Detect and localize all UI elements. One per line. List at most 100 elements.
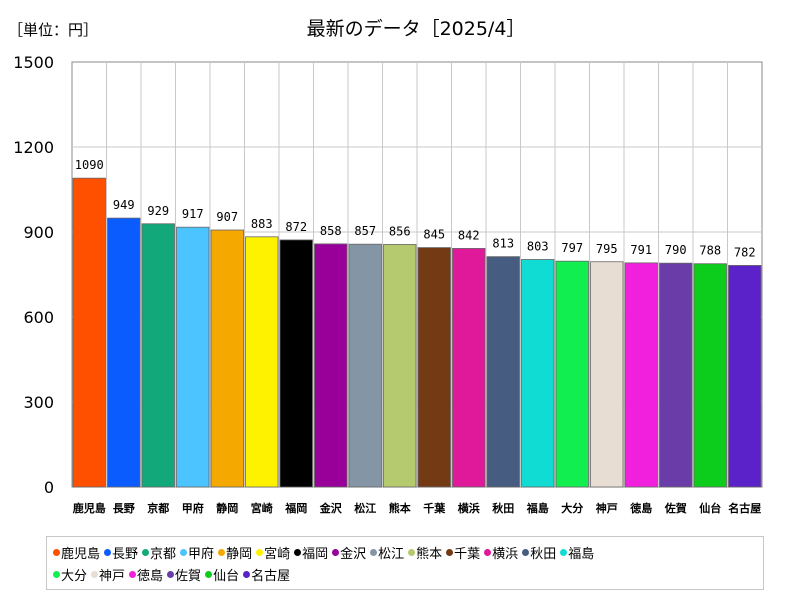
legend-item: 名古屋 (243, 565, 290, 584)
legend-row-2: 大分 神戸 徳島 佐賀 仙台 名古屋 (53, 563, 763, 585)
bar (279, 239, 313, 488)
legend-swatch (243, 570, 251, 578)
bar (624, 262, 658, 488)
legend-label: 福島 (568, 546, 595, 562)
y-tick-label: 1200 (13, 138, 54, 157)
legend-swatch (205, 570, 213, 578)
legend: 鹿児島 長野 京都 甲府 静岡 宮崎 福岡 金沢 松江 熊本 千葉 横浜 秋田 福島 大分 神戸 徳島 佐賀 仙台… (46, 536, 764, 590)
legend-label: 鹿児島 (61, 546, 101, 562)
bar (72, 177, 106, 488)
legend-label: 宮崎 (264, 546, 291, 562)
x-tick-label: 宮崎 (251, 501, 273, 515)
legend-label: 金沢 (340, 546, 367, 562)
x-tick-label: 長野 (113, 502, 135, 515)
bar (107, 217, 141, 488)
data-label: 949 (113, 198, 135, 212)
bar (348, 243, 382, 488)
legend-label: 長野 (112, 546, 139, 562)
x-tick-labels: 鹿児島 長野 京都 甲府 静岡 宮崎 福岡 金沢 松江 熊本 千葉 横浜 秋田 福島 大分 神戸 徳島 佐賀 仙台名… (73, 501, 762, 515)
bar (659, 262, 693, 488)
x-tick-label: 鹿児島 (73, 501, 106, 515)
legend-item: 横浜 (484, 543, 518, 562)
legend-swatch (129, 570, 137, 578)
x-tick-label: 大分 (561, 501, 583, 515)
bar (728, 265, 762, 488)
data-label: 797 (561, 241, 583, 255)
legend-item: 秋田 (522, 543, 556, 562)
x-tick-label: 福岡 (284, 501, 307, 515)
data-label: 917 (182, 207, 204, 221)
legend-item: 金沢 (332, 543, 366, 562)
legend-label: 秋田 (530, 546, 557, 562)
data-label: 1090 (75, 158, 104, 172)
x-tick-label: 熊本 (389, 501, 411, 515)
x-tick-label: 福島 (526, 501, 549, 515)
data-label: 788 (699, 244, 721, 258)
bar (555, 260, 589, 488)
bar (314, 243, 348, 488)
legend-item: 京都 (142, 543, 176, 562)
bar (417, 247, 451, 488)
y-tick-label: 1500 (13, 53, 54, 72)
legend-item: 徳島 (129, 565, 163, 584)
legend-item: 福岡 (294, 543, 328, 562)
bar (176, 226, 210, 488)
legend-item: 静岡 (218, 543, 252, 562)
bars (72, 177, 762, 488)
bar (486, 256, 520, 488)
x-tick-label: 徳島 (629, 501, 652, 515)
legend-label: 横浜 (492, 546, 519, 562)
legend-label: 佐賀 (175, 568, 202, 584)
legend-item: 鹿児島 (53, 543, 100, 562)
data-label: 857 (354, 224, 376, 238)
chart-title: 最新のデータ［2025/4］ (307, 18, 526, 40)
legend-label: 徳島 (137, 568, 164, 584)
legend-item: 松江 (370, 543, 404, 562)
legend-label: 甲府 (188, 546, 215, 562)
data-label: 790 (665, 243, 687, 257)
y-tick-label: 600 (23, 308, 54, 327)
legend-item: 宮崎 (256, 543, 290, 562)
x-tick-label: 京都 (147, 501, 169, 515)
legend-swatch (560, 548, 568, 556)
legend-swatch (446, 548, 454, 556)
data-label: 845 (423, 228, 445, 242)
x-tick-label: 静岡 (216, 501, 238, 515)
legend-item: 仙台 (205, 565, 239, 584)
x-tick-label: 佐賀 (664, 501, 687, 515)
bar (590, 261, 624, 488)
legend-item: 長野 (104, 543, 138, 562)
legend-swatch (180, 548, 188, 556)
y-tick-label: 900 (23, 223, 54, 242)
bar (141, 223, 175, 488)
legend-label: 松江 (378, 546, 405, 562)
x-tick-label: 千葉 (423, 501, 446, 515)
legend-item: 大分 (53, 565, 87, 584)
data-label: 813 (492, 237, 514, 251)
data-labels: 1090 949 929 917 907 883 872 858 857 856 845 842 813… (75, 158, 756, 259)
data-label: 856 (389, 224, 411, 238)
x-tick-label: 甲府 (182, 501, 204, 515)
x-tick-label: 秋田 (492, 501, 514, 515)
legend-swatch (408, 548, 416, 556)
legend-label: 大分 (61, 568, 88, 584)
legend-swatch (91, 570, 99, 578)
bar (521, 259, 555, 488)
legend-swatch (522, 548, 530, 556)
legend-swatch (53, 548, 60, 556)
legend-swatch (370, 548, 378, 556)
bar (693, 263, 727, 488)
data-label: 795 (596, 242, 618, 256)
unit-label: ［単位：円］ (8, 21, 98, 39)
legend-label: 神戸 (99, 568, 126, 584)
y-tick-labels: 0 300 600 900 1200 1500 (13, 53, 54, 497)
data-label: 782 (734, 245, 756, 259)
legend-label: 静岡 (226, 546, 253, 562)
legend-swatch (218, 548, 226, 556)
x-tick-label: 名古屋 (728, 501, 761, 515)
legend-item: 千葉 (446, 543, 480, 562)
data-label: 842 (458, 228, 480, 242)
legend-swatch (104, 548, 112, 556)
data-label: 907 (216, 210, 238, 224)
